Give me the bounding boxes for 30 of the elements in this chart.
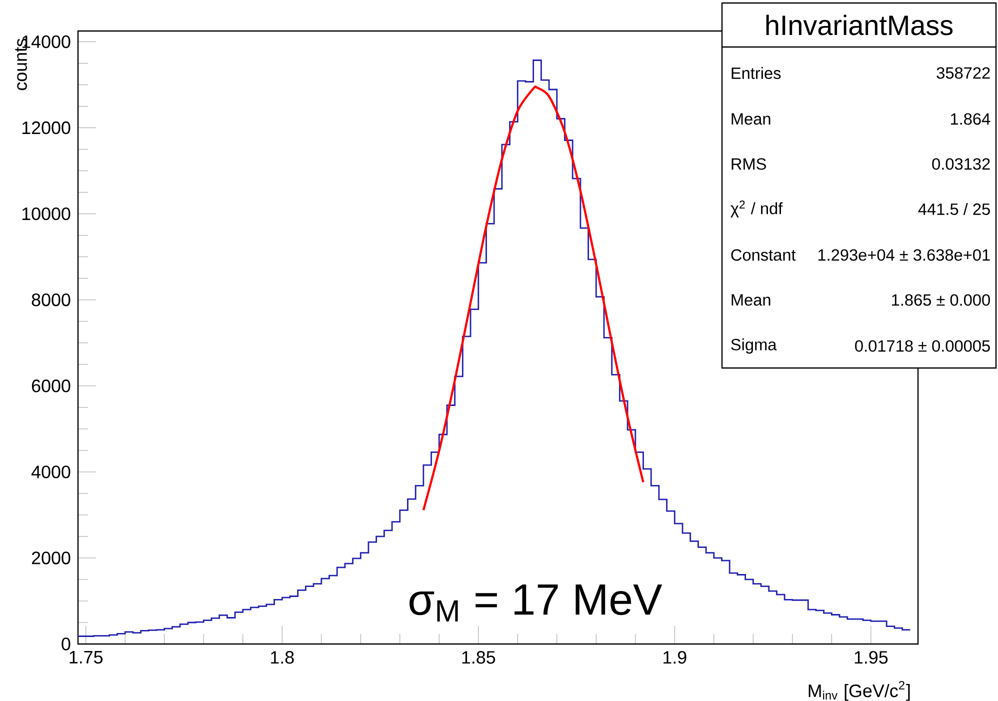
annotation: σ$_{M}$ = 17 MeV [410,584,662,622]
annotation: χ$^{2}$ / ndf [730,200,783,218]
annotation: Mean [732,294,770,306]
annotation: 1.293e+04 ± 3.638e+01 [818,249,990,261]
annotation: 1.865 ± 0.000 [892,294,990,306]
annotation: Sigma [731,338,777,354]
x-tick-label: 1.85 [462,651,496,664]
x-tick-label: 1.95 [854,651,888,664]
y-tick-label: 0 [62,638,70,650]
text: 0.03132 [932,158,990,170]
annotation: Entries [732,66,781,79]
x-tick-label: 1.8 [271,651,294,664]
line-series [422,86,644,512]
text: 441.5 / 25 [918,202,990,215]
y-tick-label: 10000 [22,207,70,220]
y-tick-label: 8000 [32,294,70,306]
x-tick-label: 1.75 [70,651,103,664]
y-tick-label: 2000 [32,552,70,564]
text: 1.864 [950,113,990,125]
annotation: Constant [731,249,796,261]
text: 358722 [936,67,990,79]
y-tick-label: 4000 [31,466,70,478]
annotation: 0.01718 ± 0.00005 [855,340,990,352]
annotation: RMS [732,158,766,170]
y-tick-label: 12000 [22,121,70,134]
x-tick-label: 1.9 [664,651,686,664]
y-tick-label: 6000 [32,380,70,392]
annotation: Mean [732,113,770,125]
annotation: hInvariantMass [766,14,953,36]
x-axis-title: M$_{inv}$ [GeV/c$^{2}$] [808,681,910,701]
